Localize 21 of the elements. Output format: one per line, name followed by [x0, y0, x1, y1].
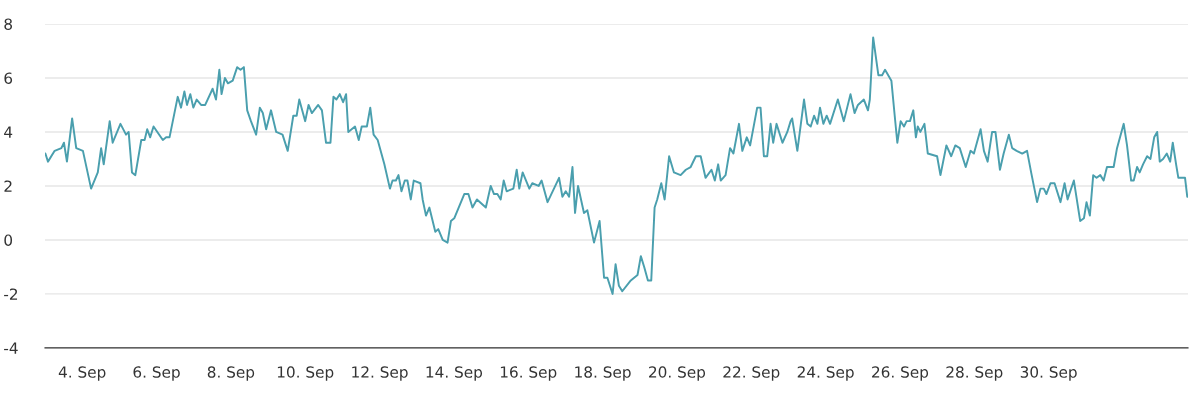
y-tick-label: -4 [4, 342, 18, 354]
x-tick-label: 18. Sep [575, 366, 631, 381]
x-tick-label: 14. Sep [426, 366, 483, 381]
x-tick-label: 20. Sep [649, 366, 706, 381]
x-tick-label: 22. Sep [723, 366, 780, 381]
x-tick-label: 16. Sep [500, 366, 557, 381]
x-tick-label: 24. Sep [797, 366, 854, 381]
x-tick-label: 10. Sep [277, 366, 334, 381]
y-tick-label: 4 [4, 126, 13, 138]
x-tick-label: 12. Sep [352, 366, 408, 381]
y-tick-label: 0 [4, 234, 13, 246]
x-tick-label: 4. Sep [58, 366, 106, 381]
y-tick-label: 8 [4, 18, 13, 30]
y-tick-label: -2 [4, 288, 18, 300]
x-tick-label: 6. Sep [133, 366, 180, 381]
y-tick-label: 6 [4, 72, 13, 84]
y-tick-label: 2 [4, 180, 12, 192]
x-tick-label: 30. Sep [1020, 366, 1077, 381]
x-tick-label: 28. Sep [946, 366, 1003, 381]
x-tick-label: 26. Sep [872, 366, 929, 381]
x-tick-label: 8. Sep [207, 366, 255, 381]
